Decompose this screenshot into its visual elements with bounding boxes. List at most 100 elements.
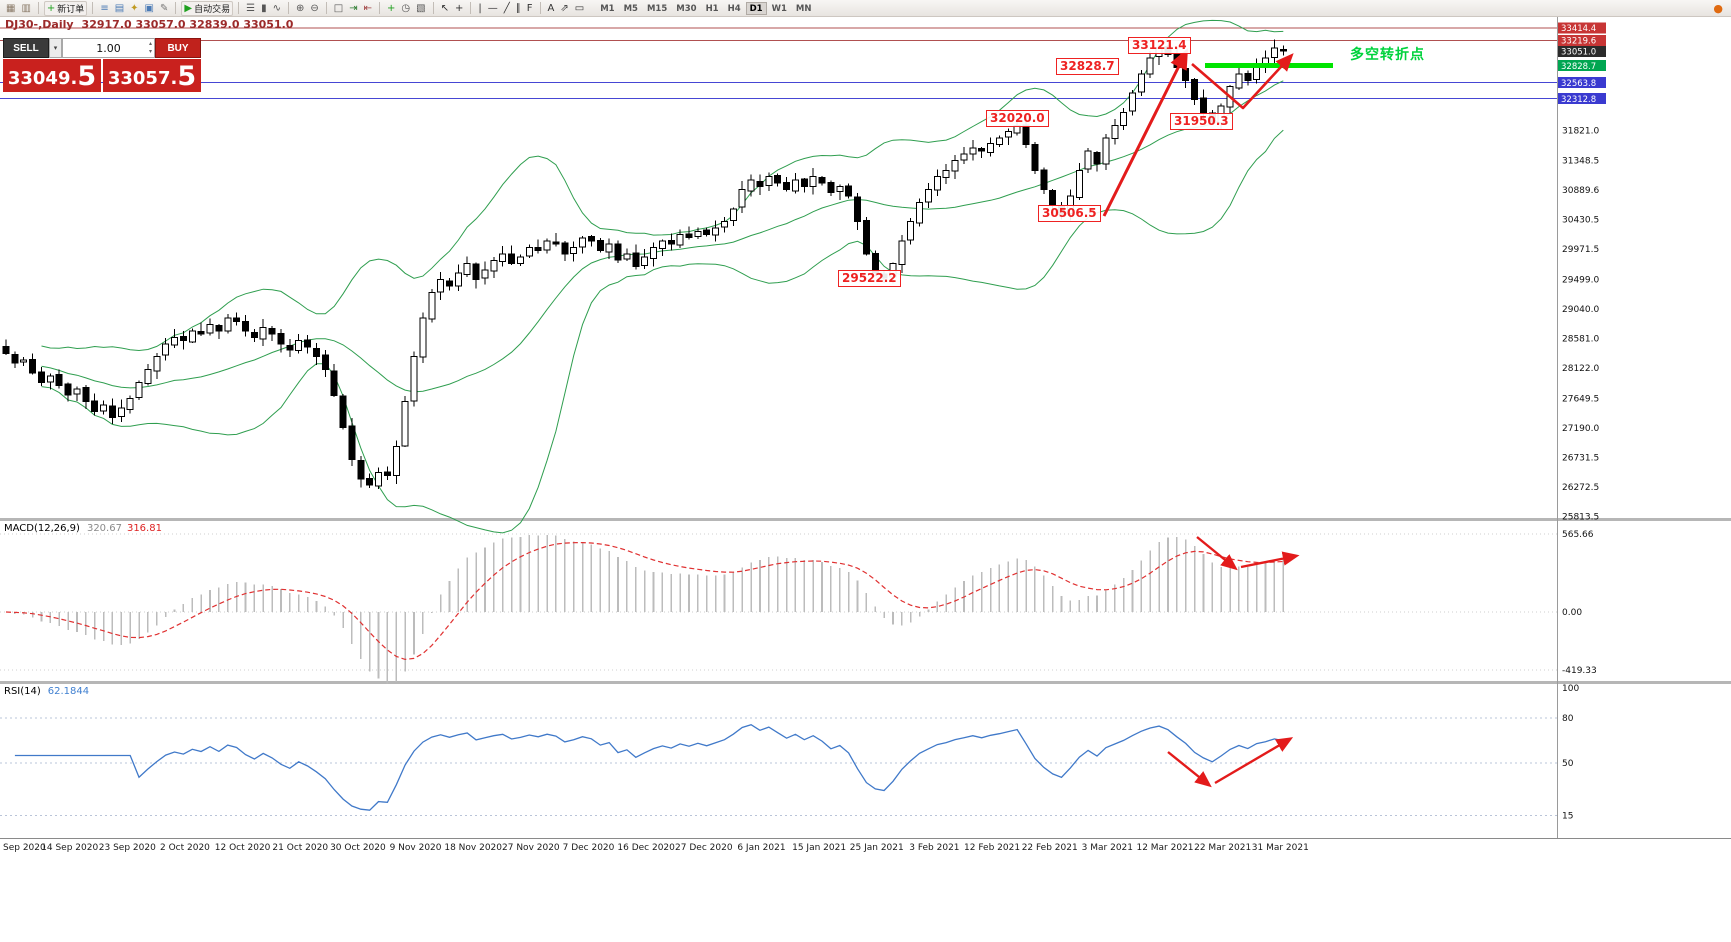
price-axis-label: 30430.5	[1562, 216, 1599, 226]
candle-body	[91, 400, 99, 412]
trend-arrow[interactable]	[1196, 536, 1238, 571]
vertical-line-icon[interactable]: |	[476, 1, 483, 16]
candle-body	[37, 371, 45, 383]
candle-body	[650, 246, 658, 260]
candle-body	[481, 269, 489, 279]
date-label: 12 Oct 2020	[215, 843, 271, 853]
candle-body	[82, 386, 90, 403]
candle-body	[969, 147, 977, 155]
text-icon[interactable]: A	[546, 1, 557, 16]
candle-body	[880, 273, 888, 279]
timeframe-h4[interactable]: H4	[727, 3, 741, 14]
candle-body	[862, 220, 870, 255]
trend-arrow[interactable]	[1191, 53, 1294, 110]
candle-body	[658, 240, 666, 250]
support-level-bar[interactable]	[1205, 63, 1333, 69]
cursor-icon: ↖	[440, 2, 449, 14]
channel-icon[interactable]: ∥	[514, 1, 523, 16]
news-icon[interactable]: ●	[1713, 1, 1723, 15]
timeframe-h1[interactable]: H1	[705, 3, 719, 14]
candle-body	[1137, 73, 1145, 93]
line-chart-icon[interactable]: ∿	[271, 1, 283, 16]
line-chart-icon: ∿	[272, 2, 281, 14]
price-axis-label: 26731.5	[1562, 453, 1599, 463]
candle-body	[286, 344, 294, 351]
data-window-icon[interactable]: ▤	[113, 1, 126, 16]
arrow-marker-icon[interactable]: ⇗	[558, 1, 570, 16]
rsi-axis-label: 15	[1562, 812, 1573, 822]
candle-body	[747, 179, 755, 192]
new-chart-icon[interactable]: ▦	[4, 1, 17, 16]
candle-body	[108, 405, 116, 419]
price-tag	[1558, 77, 1606, 89]
zoom-in-icon[interactable]: ⊕	[294, 1, 306, 16]
candle-body	[162, 343, 170, 356]
timeframe-mn[interactable]: MN	[795, 3, 812, 14]
panel-divider[interactable]	[0, 681, 1731, 684]
chart-shift-icon[interactable]: ⇤	[362, 1, 374, 16]
tile-windows-icon[interactable]: □	[332, 1, 345, 16]
candlestick-chart-icon[interactable]: ▮	[259, 1, 269, 16]
candle-body	[348, 425, 356, 461]
new-order-button[interactable]: + 新订单	[43, 0, 88, 16]
candle-body	[614, 243, 622, 261]
candle-body	[144, 369, 152, 384]
bar-chart-icon[interactable]: ☰	[244, 1, 257, 16]
candle-body	[20, 359, 28, 363]
auto-scroll-icon[interactable]: ⇥	[347, 1, 359, 16]
date-label: 14 Sep 2020	[41, 843, 98, 853]
market-watch-icon[interactable]: ≡	[98, 1, 110, 16]
trend-arrow[interactable]	[1214, 737, 1294, 785]
fibonacci-icon[interactable]: F	[525, 1, 535, 16]
templates-icon[interactable]: ▧	[414, 1, 427, 16]
timeframe-m1[interactable]: M1	[600, 3, 615, 14]
candle-body	[321, 354, 329, 371]
macd-axis-label: 565.66	[1562, 530, 1594, 540]
trend-arrow[interactable]	[1167, 751, 1212, 788]
shapes-icon[interactable]: ▭	[573, 1, 586, 16]
metaeditor-icon[interactable]: ✎	[158, 1, 170, 16]
candle-body	[783, 182, 791, 190]
price-tag-label: 33414.4	[1561, 24, 1596, 34]
timeframe-m15[interactable]: M15	[646, 3, 668, 14]
navigator-icon[interactable]: ✦	[128, 1, 140, 16]
crosshair-icon[interactable]: +	[453, 1, 465, 16]
indicators-icon[interactable]: +	[385, 1, 397, 16]
templates-icon: ▧	[416, 2, 426, 14]
candle-body	[1235, 73, 1243, 89]
candle-body	[809, 176, 817, 187]
candle-body	[1031, 144, 1039, 171]
date-label: 18 Nov 2020	[444, 843, 502, 853]
trend-arrow[interactable]	[1102, 47, 1189, 217]
timeframe-w1[interactable]: W1	[771, 3, 787, 14]
panel-divider[interactable]	[0, 518, 1731, 521]
periods-icon[interactable]: ◷	[399, 1, 412, 16]
arrow-marker-icon: ⇗	[560, 2, 569, 14]
cursor-icon[interactable]: ↖	[439, 1, 451, 16]
price-axis-label: 26272.5	[1562, 483, 1599, 493]
date-label: Sep 2020	[3, 843, 46, 853]
candle-body	[490, 259, 498, 272]
candle-body	[1004, 131, 1012, 138]
horizontal-line-icon[interactable]: —	[486, 1, 500, 16]
timeframe-m5[interactable]: M5	[623, 3, 638, 14]
zoom-out-icon[interactable]: ⊖	[308, 1, 320, 16]
trend-arrow[interactable]	[1240, 551, 1300, 569]
auto-trading-button[interactable]: ▶ 自动交易	[181, 0, 234, 16]
profiles-icon[interactable]: ▥	[19, 1, 32, 16]
text-icon: A	[547, 2, 555, 14]
candle-body	[268, 327, 276, 335]
new-order-icon: +	[46, 2, 56, 14]
candle-body	[339, 395, 347, 428]
candle-body	[472, 263, 480, 280]
candle-body	[685, 233, 693, 239]
new-order-button-label: 新订单	[57, 4, 85, 15]
timeframe-d1[interactable]: D1	[745, 1, 767, 15]
timeframe-m30[interactable]: M30	[676, 3, 697, 14]
trendline-icon[interactable]: ╱	[502, 1, 512, 16]
candle-body	[1075, 169, 1083, 199]
price-axis-label: 30889.6	[1562, 186, 1599, 196]
candle-body	[437, 279, 445, 293]
terminal-icon[interactable]: ▣	[143, 1, 156, 16]
